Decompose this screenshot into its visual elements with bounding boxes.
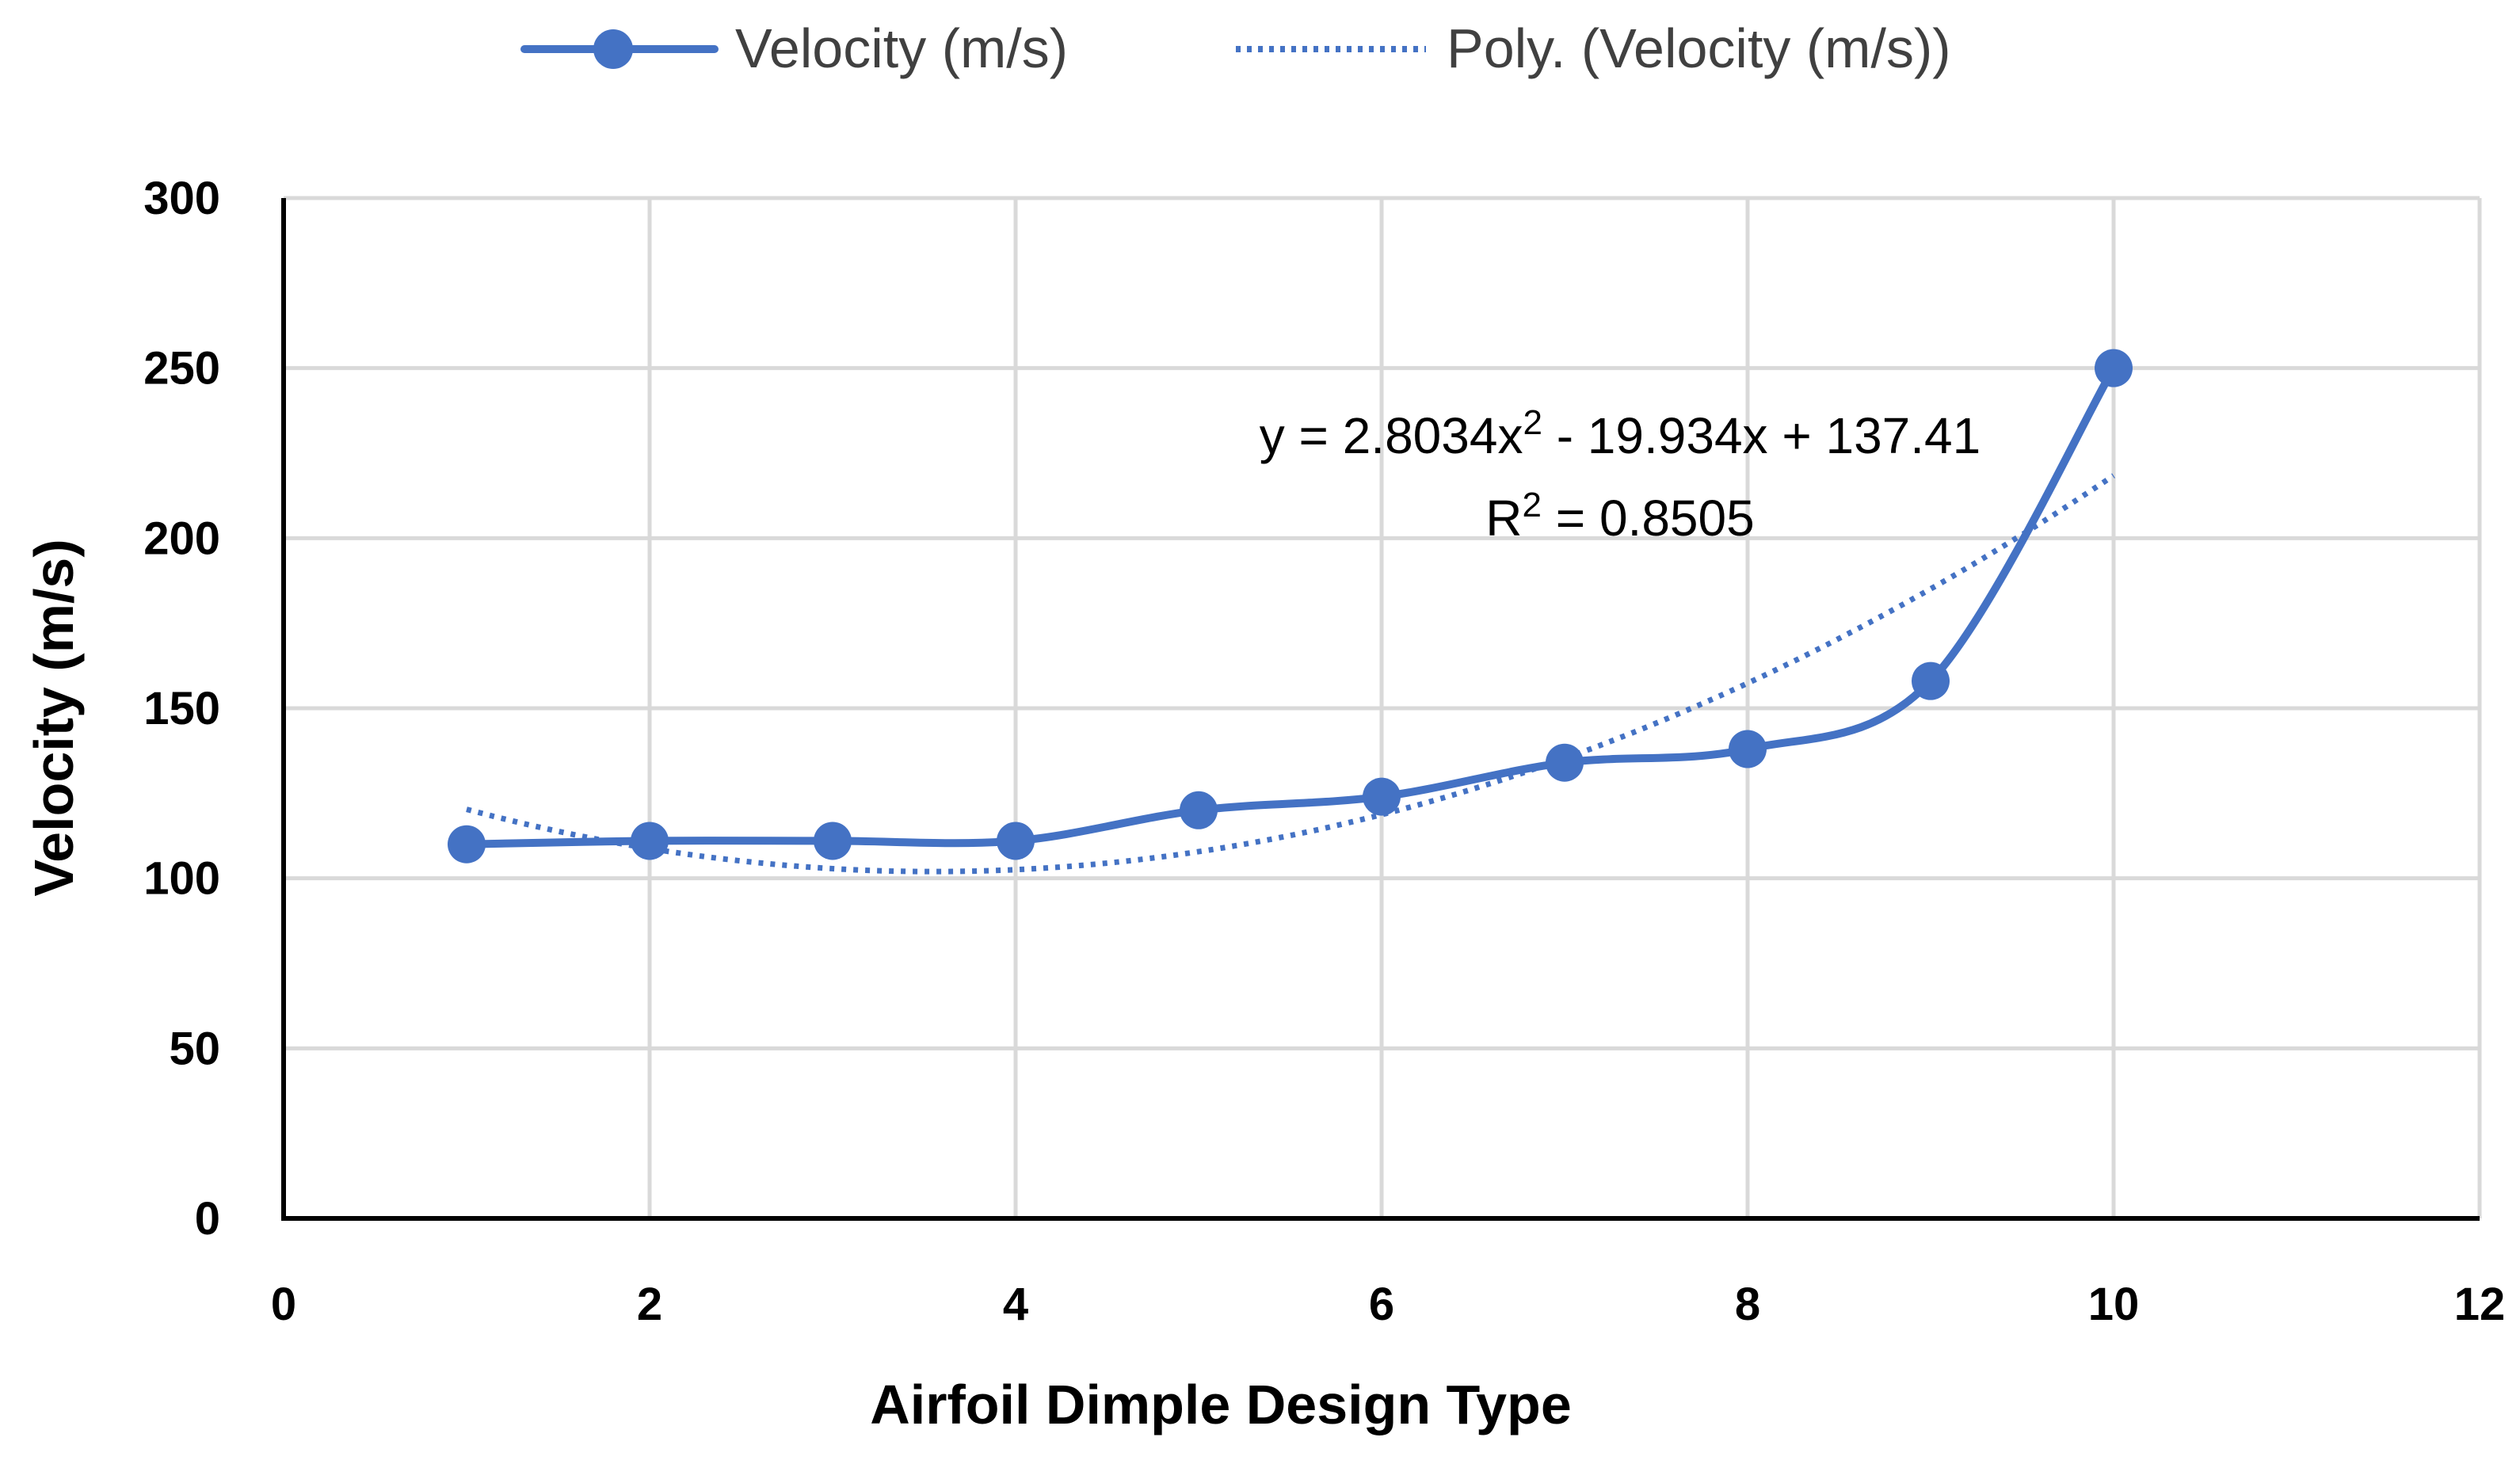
trendline-equation: y = 2.8034x2 - 19.934x + 137.41: [1260, 403, 1981, 465]
x-tick-label-10: 10: [2088, 1279, 2140, 1330]
x-tick-label-2: 2: [637, 1279, 662, 1330]
x-tick-label-4: 4: [1003, 1279, 1028, 1330]
trendline-r-squared: R2 = 0.8505: [1485, 486, 1754, 547]
r-squared-superscript: 2: [1523, 486, 1542, 524]
r-squared-prefix: R: [1485, 490, 1522, 547]
velocity-point-5: [1180, 791, 1218, 829]
velocity-point-9: [1912, 661, 1950, 700]
velocity-series-line: [463, 364, 2118, 848]
axis-layer: [281, 198, 2480, 1221]
y-tick-label-50: 50: [169, 1023, 220, 1074]
legend-label-poly-trendline: Poly. (Velocity (m/s)): [1447, 17, 1951, 79]
y-tick-label-0: 0: [195, 1193, 220, 1245]
tick-label-layer: 0 50 100 150 200 250 300 0 2 4 6 8 10 12: [143, 173, 2505, 1330]
y-tick-label-250: 250: [143, 343, 220, 395]
velocity-point-1: [448, 825, 486, 864]
y-tick-label-100: 100: [143, 853, 220, 905]
legend-label-velocity: Velocity (m/s): [735, 17, 1068, 79]
velocity-point-8: [1729, 730, 1767, 768]
velocity-point-10: [2095, 349, 2133, 387]
velocity-point-6: [1363, 777, 1401, 816]
equation-superscript: 2: [1523, 403, 1542, 442]
equation-suffix: - 19.934x + 137.41: [1542, 407, 1981, 464]
x-tick-label-12: 12: [2454, 1279, 2506, 1330]
equation-prefix: y = 2.8034x: [1260, 407, 1523, 464]
x-tick-label-0: 0: [271, 1279, 296, 1330]
x-tick-label-6: 6: [1369, 1279, 1394, 1330]
velocity-point-3: [814, 822, 852, 860]
y-tick-label-150: 150: [143, 683, 220, 734]
y-tick-label-300: 300: [143, 173, 220, 224]
grid-layer: [284, 196, 2482, 1218]
x-axis-title: Airfoil Dimple Design Type: [870, 1374, 1572, 1435]
velocity-point-7: [1546, 743, 1584, 782]
poly-trendline: [466, 473, 2115, 875]
y-tick-label-200: 200: [143, 513, 220, 564]
legend-marker-swatch: [593, 29, 633, 69]
legend: Velocity (m/s) Poly. (Velocity (m/s)): [520, 17, 1951, 79]
x-tick-label-8: 8: [1735, 1279, 1760, 1330]
velocity-point-4: [997, 822, 1035, 860]
velocity-point-2: [631, 822, 669, 860]
y-axis-title: Velocity (m/s): [23, 539, 85, 896]
r-squared-suffix: = 0.8505: [1542, 490, 1755, 547]
series-layer: [448, 349, 2133, 875]
